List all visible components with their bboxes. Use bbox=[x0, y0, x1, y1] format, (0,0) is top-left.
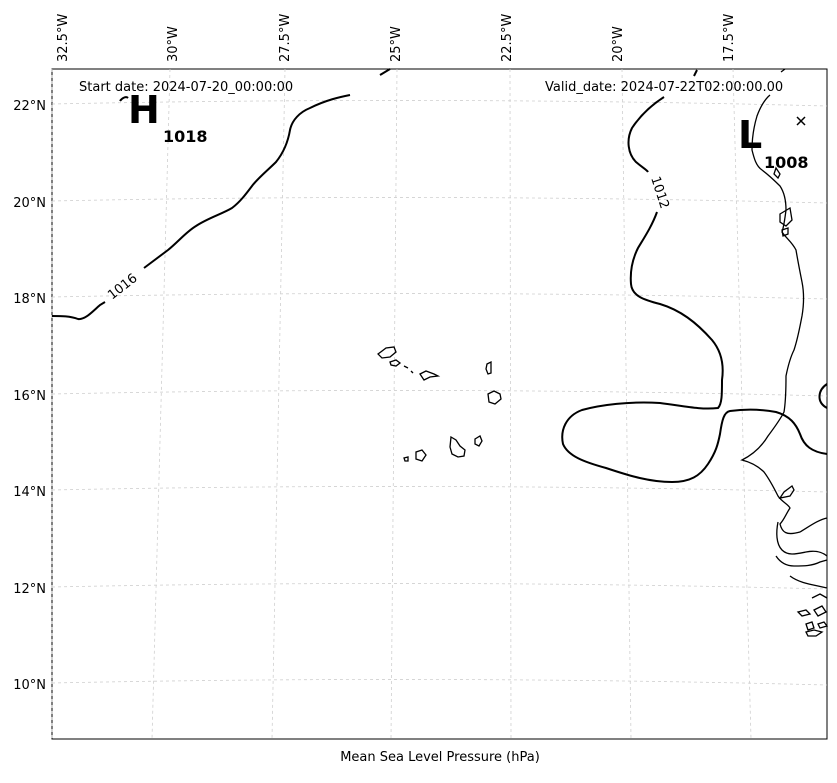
parallel-line bbox=[51, 390, 828, 397]
lat-label: 18°N bbox=[13, 292, 46, 307]
meridian-line bbox=[151, 68, 171, 740]
coastline-path bbox=[778, 485, 795, 499]
low-pressure-value: 1008 bbox=[764, 153, 809, 172]
island-outline bbox=[813, 605, 827, 617]
island-outline bbox=[781, 227, 789, 237]
island-outline bbox=[449, 435, 466, 458]
low-pressure-symbol: L bbox=[738, 113, 762, 157]
lat-label: 16°N bbox=[13, 389, 46, 404]
coastline-path bbox=[789, 575, 828, 589]
island-outline bbox=[389, 359, 402, 367]
low-pressure-center: L 1008 bbox=[738, 113, 809, 172]
island-outline bbox=[419, 370, 441, 381]
valid-date-label: Valid_date: 2024-07-22T02:00:00.00 bbox=[545, 80, 783, 95]
cape-verde-islands bbox=[377, 346, 502, 462]
lon-label: 32.5°W bbox=[56, 14, 71, 62]
coastline-path bbox=[780, 68, 786, 73]
map-caption: Mean Sea Level Pressure (hPa) bbox=[340, 750, 540, 765]
lon-label: 25°W bbox=[389, 26, 404, 62]
lon-label: 30°W bbox=[166, 26, 181, 62]
graticule bbox=[51, 68, 828, 740]
island-outline bbox=[487, 390, 502, 405]
island-outline bbox=[817, 621, 829, 629]
island-outline bbox=[415, 449, 427, 462]
african-coastline bbox=[740, 68, 829, 637]
parallel-line bbox=[51, 679, 828, 686]
latitude-labels: 22°N 20°N 18°N 16°N 14°N 12°N 10°N bbox=[13, 99, 46, 693]
island-outline bbox=[474, 435, 483, 447]
coastline-path bbox=[775, 555, 828, 567]
meridian-line bbox=[621, 68, 632, 740]
coastline-path bbox=[740, 94, 828, 535]
island-outline bbox=[805, 629, 824, 637]
coastline-path bbox=[776, 521, 828, 557]
lon-label: 22.5°W bbox=[500, 14, 515, 62]
parallel-line bbox=[51, 197, 828, 204]
coastline-path bbox=[811, 593, 828, 599]
parallel-line bbox=[51, 293, 828, 300]
lat-label: 22°N bbox=[13, 99, 46, 114]
island-outline bbox=[485, 360, 492, 375]
parallel-line bbox=[51, 583, 828, 590]
meridian-line bbox=[509, 68, 512, 740]
island-outline bbox=[403, 365, 409, 369]
island-outline bbox=[796, 609, 812, 617]
lat-label: 10°N bbox=[13, 678, 46, 693]
island-outline bbox=[403, 456, 409, 462]
lon-label: 17.5°W bbox=[722, 14, 737, 62]
meridian-line bbox=[732, 68, 752, 740]
parallel-line bbox=[51, 486, 828, 493]
high-pressure-value: 1018 bbox=[163, 127, 208, 146]
island-outline bbox=[779, 206, 793, 227]
start-date-label: Start date: 2024-07-20_00:00:00 bbox=[79, 80, 293, 95]
high-pressure-symbol: H bbox=[128, 88, 160, 132]
island-outline bbox=[410, 370, 414, 374]
meridian-line bbox=[271, 68, 286, 740]
high-pressure-center: H 1018 bbox=[128, 88, 208, 146]
longitude-labels: 32.5°W 30°W 27.5°W 25°W 22.5°W 20°W 17.5… bbox=[56, 14, 737, 62]
island-outline bbox=[805, 621, 815, 631]
map-frame bbox=[51, 68, 828, 740]
meridian-line bbox=[390, 68, 398, 740]
low-center-marker-icon bbox=[796, 116, 806, 126]
isobar-1012 bbox=[561, 69, 828, 484]
island-outline bbox=[377, 346, 397, 359]
parallel-line bbox=[51, 100, 828, 107]
isobar-1016 bbox=[51, 68, 391, 321]
lon-label: 20°W bbox=[611, 26, 626, 62]
island-outline bbox=[773, 166, 781, 180]
isobar-fragment bbox=[119, 96, 129, 102]
isobar-fragment bbox=[818, 383, 828, 409]
lat-label: 12°N bbox=[13, 582, 46, 597]
lon-label: 27.5°W bbox=[278, 14, 293, 62]
lat-label: 14°N bbox=[13, 485, 46, 500]
lat-label: 20°N bbox=[13, 196, 46, 211]
